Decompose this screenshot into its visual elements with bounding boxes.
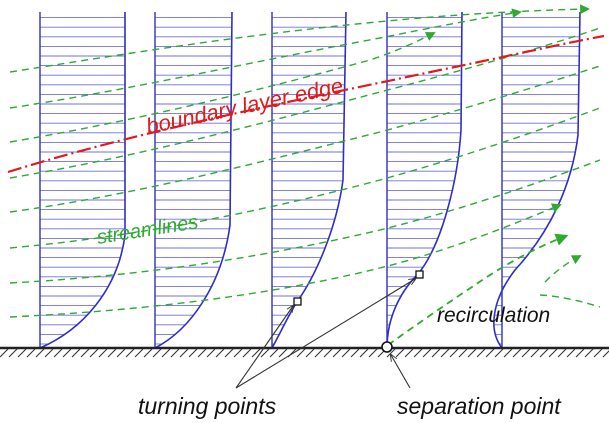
wall xyxy=(0,346,609,358)
wall-hatch-line xyxy=(530,348,540,358)
separation-point-label: separation point xyxy=(397,393,562,419)
wall-hatch-line xyxy=(26,348,36,358)
velocity-profile-3 xyxy=(271,11,347,349)
streamline xyxy=(9,32,436,143)
wall-hatch-line xyxy=(170,348,180,358)
wall-hatch-line xyxy=(368,348,378,358)
wall-hatch-line xyxy=(125,348,135,358)
streamline xyxy=(387,233,569,346)
wall-hatch-line xyxy=(440,348,450,358)
wall-hatch-line xyxy=(350,348,360,358)
wall-hatch-line xyxy=(602,350,609,358)
wall-hatch-line xyxy=(422,348,432,358)
wall-hatch-line xyxy=(593,348,603,358)
velocity-profile-4 xyxy=(386,11,463,349)
streamline xyxy=(9,107,601,249)
streamlines-label: streamlines xyxy=(95,211,199,249)
wall-hatch-line xyxy=(449,348,459,358)
wall-hatch-line xyxy=(17,348,27,358)
wall-hatch-line xyxy=(575,348,585,358)
wall-hatch-line xyxy=(476,348,486,358)
velocity-profiles xyxy=(39,11,581,349)
streamline xyxy=(9,159,601,284)
streamline xyxy=(539,294,601,308)
wall-hatch-line xyxy=(242,348,252,358)
boundary-layer-edge-label: boundary layer edge xyxy=(144,73,345,139)
turning-point-marker xyxy=(415,270,424,279)
wall-hatch-line xyxy=(62,348,72,358)
wall-hatch-line xyxy=(260,348,270,358)
wall-hatch-line xyxy=(323,348,333,358)
wall-hatch-line xyxy=(143,348,153,358)
wall-hatch-line xyxy=(413,348,423,358)
wall-hatch-line xyxy=(557,348,567,358)
wall-hatch-line xyxy=(332,348,342,358)
wall-hatch-line xyxy=(503,348,513,358)
wall-hatch-line xyxy=(566,348,576,358)
wall-hatch-line xyxy=(233,348,243,358)
wall-hatch-line xyxy=(548,348,558,358)
wall-hatch-line xyxy=(269,348,279,358)
wall-hatch-line xyxy=(467,348,477,358)
wall-hatch-line xyxy=(404,348,414,358)
wall-hatch-line xyxy=(278,348,288,358)
wall-hatch-line xyxy=(584,348,594,358)
wall-hatch-line xyxy=(458,348,468,358)
wall-hatch-line xyxy=(251,348,261,358)
wall-hatch-line xyxy=(80,348,90,358)
wall-hatch-line xyxy=(341,348,351,358)
recirculation-label: recirculation xyxy=(437,304,550,327)
wall-hatch-line xyxy=(296,348,306,358)
wall-hatch-line xyxy=(35,348,45,358)
wall-hatch-line xyxy=(224,348,234,358)
wall-hatch-line xyxy=(161,348,171,358)
wall-hatch-line xyxy=(152,348,162,358)
velocity-profile-1 xyxy=(39,12,126,349)
wall-hatch-line xyxy=(512,348,522,358)
wall-hatch-line xyxy=(431,348,441,358)
streamlines xyxy=(9,4,601,346)
wall-hatch-line xyxy=(8,348,18,358)
streamline xyxy=(9,65,601,213)
wall-hatch-line xyxy=(359,348,369,358)
velocity-profile-2 xyxy=(154,11,233,349)
wall-hatch-line xyxy=(44,348,54,358)
turning-points-label: turning points xyxy=(138,393,277,419)
streamline xyxy=(9,203,562,318)
wall-hatch-line xyxy=(215,348,225,358)
wall-hatch-line xyxy=(485,348,495,358)
wall-hatch-line xyxy=(53,348,63,358)
streamline xyxy=(544,255,582,283)
turning-point-marker xyxy=(293,297,302,306)
wall-hatch-line xyxy=(305,348,315,358)
streamline xyxy=(9,8,522,109)
wall-hatch-line xyxy=(314,348,324,358)
wall-hatch-line xyxy=(521,348,531,358)
wall-hatch-line xyxy=(116,348,126,358)
boundary-layer-edge-line xyxy=(7,34,605,174)
wall-hatch-line xyxy=(197,348,207,358)
velocity-profile-5 xyxy=(493,11,581,349)
wall-hatch-line xyxy=(0,348,9,358)
streamline xyxy=(9,27,601,179)
separation-point-marker xyxy=(381,341,393,353)
wall-hatch-line xyxy=(107,348,117,358)
wall-hatch-line xyxy=(395,348,405,358)
wall-hatch-line xyxy=(188,348,198,358)
wall-hatch-line xyxy=(179,348,189,358)
streamline xyxy=(9,4,590,73)
wall-hatch-line xyxy=(71,348,81,358)
label-pointers xyxy=(235,279,415,389)
wall-hatch-line xyxy=(98,348,108,358)
wall-hatch-line xyxy=(494,348,504,358)
wall-hatch-line xyxy=(539,348,549,358)
wall-hatch-line xyxy=(206,348,216,358)
wall-hatch-line xyxy=(134,348,144,358)
wall-hatch-line xyxy=(89,348,99,358)
